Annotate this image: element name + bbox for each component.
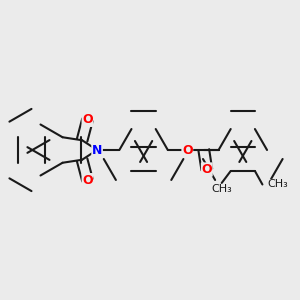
Text: O: O [82,113,93,126]
Text: CH₃: CH₃ [211,184,232,194]
Text: O: O [202,163,212,176]
Text: O: O [182,143,193,157]
Text: N: N [92,143,102,157]
Text: O: O [82,174,93,187]
Text: CH₃: CH₃ [267,179,288,190]
